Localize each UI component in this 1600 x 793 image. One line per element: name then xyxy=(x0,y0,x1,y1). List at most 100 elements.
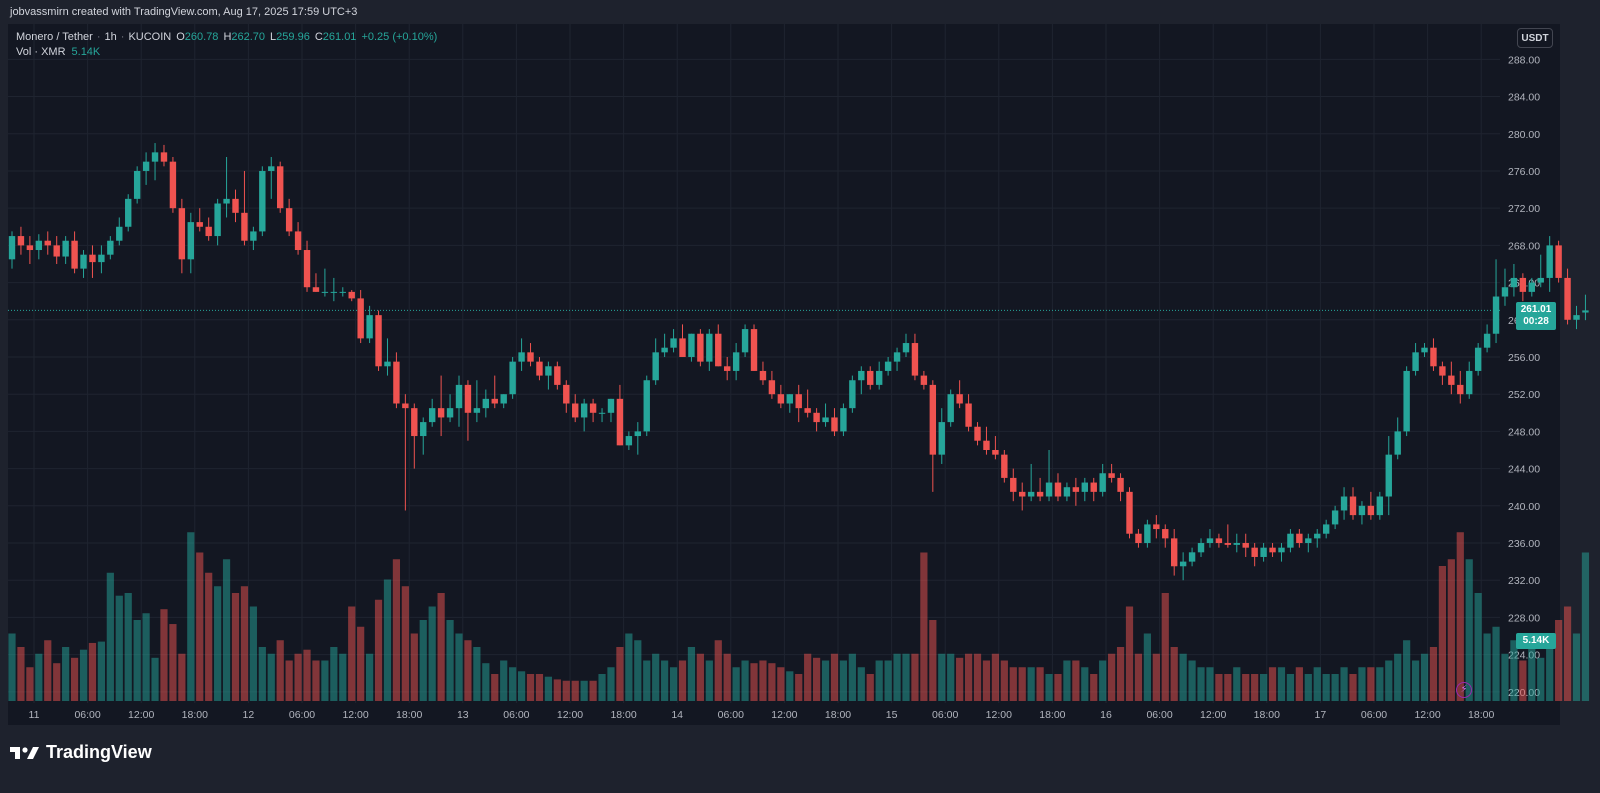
volume-bar xyxy=(1304,674,1312,701)
volume-bar xyxy=(1134,653,1143,701)
volume-bar xyxy=(875,660,883,701)
volume-bar xyxy=(1108,653,1116,701)
volume-bar xyxy=(482,663,490,701)
candle-body xyxy=(482,398,490,409)
candle-body xyxy=(107,240,114,255)
candle-body xyxy=(259,170,266,232)
volume-bar xyxy=(1474,593,1482,701)
candle-body xyxy=(1394,431,1401,455)
candle-body xyxy=(285,208,293,232)
candle-body xyxy=(1367,505,1375,516)
volume-bar xyxy=(1009,667,1017,701)
candle-body xyxy=(187,222,194,260)
candle-body xyxy=(1322,524,1330,534)
candle-body xyxy=(214,203,221,237)
candle-body xyxy=(1510,277,1518,288)
volume-bar xyxy=(249,606,257,701)
volume-bar xyxy=(392,559,401,701)
legend-exchange: KUCOIN xyxy=(128,31,172,43)
volume-bar xyxy=(312,660,320,701)
price-axis[interactable] xyxy=(1500,24,1560,703)
volume-bar xyxy=(571,680,579,701)
candle-body xyxy=(1001,454,1008,478)
candle-body xyxy=(1582,310,1589,313)
candle-body xyxy=(1081,482,1088,492)
volume-bar xyxy=(187,532,195,701)
candle-body xyxy=(956,394,963,404)
candle-body xyxy=(724,366,731,371)
legend-volume-row[interactable]: Vol · XMR 5.14K xyxy=(16,45,437,60)
candle-body xyxy=(1153,524,1160,530)
candle-body xyxy=(1564,277,1571,320)
y-tick-label: 244.00 xyxy=(1508,464,1540,476)
volume-bar xyxy=(580,680,588,701)
volume-bar xyxy=(938,653,946,701)
tradingview-logo[interactable]: TradingView xyxy=(10,742,152,763)
x-tick-label: 13 xyxy=(457,709,469,721)
volume-bar xyxy=(1197,667,1205,701)
volume-bar xyxy=(1331,674,1339,701)
candle-body xyxy=(1251,547,1258,557)
candle-body xyxy=(375,315,382,367)
candle-body xyxy=(411,408,418,437)
candle-body xyxy=(1278,547,1285,553)
candle-body xyxy=(1546,245,1553,278)
candle-body xyxy=(625,436,633,446)
candle-body xyxy=(1179,561,1187,567)
volume-badge: 5.14K xyxy=(1516,633,1556,649)
volume-bar xyxy=(124,593,132,701)
volume-bar xyxy=(1483,633,1491,701)
candle-body xyxy=(858,370,865,381)
volume-bar xyxy=(1367,667,1375,701)
x-tick-label: 11 xyxy=(29,709,40,721)
volume-bar xyxy=(1277,667,1286,701)
volume-bar xyxy=(401,586,409,701)
volume-bar xyxy=(813,657,821,701)
time-axis[interactable] xyxy=(8,703,1560,725)
volume-bar xyxy=(1251,674,1259,701)
candles xyxy=(8,143,1589,581)
candle-body xyxy=(80,254,87,269)
volume-bar xyxy=(777,667,785,701)
legend-low-label: L xyxy=(270,31,277,43)
y-tick-label: 236.00 xyxy=(1508,538,1540,550)
volume-bar xyxy=(1215,674,1223,701)
candle-body xyxy=(366,315,373,339)
x-tick-label: 12:00 xyxy=(128,709,154,721)
volume-bar xyxy=(240,586,249,701)
x-tick-label: 12:00 xyxy=(986,709,1012,721)
x-tick-label: 12:00 xyxy=(557,709,583,721)
volume-bar xyxy=(848,653,856,701)
y-tick-label: 252.00 xyxy=(1508,389,1540,401)
candle-body xyxy=(1421,347,1428,353)
candle-body xyxy=(1519,277,1527,292)
volume-bar xyxy=(491,674,499,701)
candle-body xyxy=(8,236,16,260)
volume-bar xyxy=(79,649,88,701)
candle-body xyxy=(277,166,284,209)
volume-bar xyxy=(616,647,624,701)
candle-body xyxy=(643,380,650,432)
x-tick-label: 15 xyxy=(886,709,898,721)
volume-bar xyxy=(973,653,982,701)
candle-body xyxy=(1063,487,1071,497)
volume-bar xyxy=(44,640,52,701)
volume-bar xyxy=(1224,674,1232,701)
volume-bar xyxy=(258,647,266,701)
candle-body xyxy=(1331,510,1339,525)
volume-bar xyxy=(17,647,25,701)
currency-button[interactable]: USDT xyxy=(1517,28,1553,48)
volume-bar xyxy=(8,633,16,701)
candle-body xyxy=(1135,533,1142,544)
candle-body xyxy=(1376,496,1384,516)
candle-body xyxy=(875,370,883,385)
candle-body xyxy=(589,403,597,413)
legend-symbol[interactable]: Monero / Tether xyxy=(16,31,93,43)
candle-body xyxy=(1349,496,1357,516)
bar-countdown: 00:28 xyxy=(1523,316,1549,327)
lightning-icon[interactable]: ⚡ xyxy=(1456,682,1472,698)
candle-body xyxy=(1474,347,1482,371)
volume-bar xyxy=(1188,660,1196,701)
volume-bar xyxy=(661,660,669,701)
